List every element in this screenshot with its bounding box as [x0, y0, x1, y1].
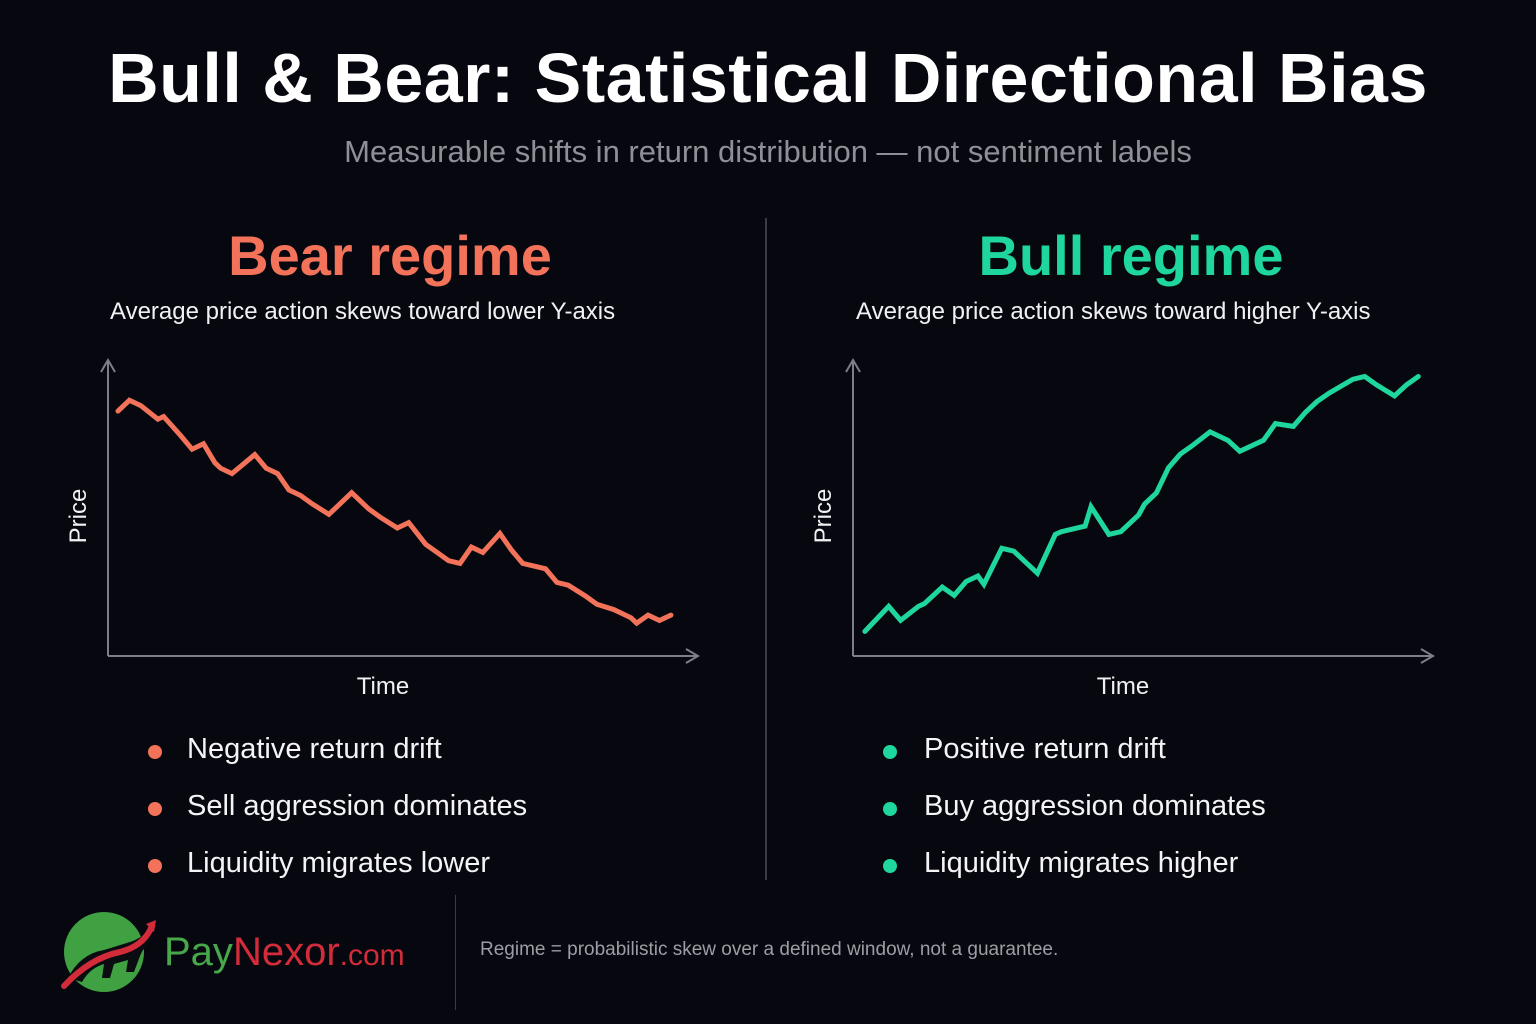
- bull-description: Average price action skews toward higher…: [856, 298, 1371, 325]
- logo-wordmark: PayNexor.com: [164, 930, 405, 974]
- bull-bullet-list: Positive return drift Buy aggression dom…: [768, 733, 1528, 904]
- y-axis-label: Price: [810, 489, 837, 544]
- bullet-dot-icon: [883, 859, 897, 873]
- paynexor-logo: [61, 912, 156, 992]
- bullet-dot-icon: [148, 745, 162, 759]
- bear-bullet-list: Negative return drift Sell aggression do…: [0, 733, 760, 904]
- bull-panel: Bull regime Average price action skews t…: [768, 215, 1528, 895]
- bear-bullet: Sell aggression dominates: [0, 790, 760, 847]
- bear-heading: Bear regime: [228, 224, 552, 287]
- bear-panel: Bear regime Average price action skews t…: [0, 215, 760, 895]
- x-axis-label: Time: [1097, 673, 1149, 700]
- y-axis-label: Price: [65, 489, 92, 544]
- bullet-dot-icon: [883, 802, 897, 816]
- arrow-head-icon: [146, 920, 156, 932]
- price-series-line: [115, 397, 674, 627]
- x-axis-arrow-icon: [1420, 648, 1435, 664]
- bear-bullet-text: Sell aggression dominates: [187, 790, 528, 822]
- y-axis-arrow-icon: [845, 358, 861, 373]
- bear-bullet-text: Negative return drift: [187, 733, 442, 765]
- bullet-dot-icon: [148, 802, 162, 816]
- page-subtitle: Measurable shifts in return distribution…: [344, 134, 1192, 169]
- bull-bullet-text: Buy aggression dominates: [924, 790, 1266, 822]
- bear-bullet: Liquidity migrates lower: [0, 847, 760, 904]
- x-axis-arrow-icon: [685, 648, 700, 664]
- trend-arrow-icon: [61, 923, 155, 989]
- bull-bullet-text: Positive return drift: [924, 733, 1166, 765]
- bear-bullet-text: Liquidity migrates lower: [187, 847, 491, 879]
- center-divider: [765, 218, 767, 880]
- bull-chart: Time Price: [810, 358, 1435, 700]
- footer-divider: [455, 895, 456, 1010]
- x-axis-label: Time: [357, 673, 409, 700]
- bull-heading: Bull regime: [978, 224, 1284, 287]
- bull-bullet: Liquidity migrates higher: [768, 847, 1528, 904]
- bull-bullet-text: Liquidity migrates higher: [924, 847, 1239, 879]
- price-series-line: [862, 373, 1421, 634]
- page-title: Bull & Bear: Statistical Directional Bia…: [108, 39, 1428, 117]
- bullet-dot-icon: [148, 859, 162, 873]
- bear-description: Average price action skews toward lower …: [110, 298, 616, 325]
- bull-bullet: Positive return drift: [768, 733, 1528, 790]
- bullet-dot-icon: [883, 745, 897, 759]
- bear-chart: Time Price: [65, 358, 700, 700]
- bull-bullet: Buy aggression dominates: [768, 790, 1528, 847]
- bear-bullet: Negative return drift: [0, 733, 760, 790]
- y-axis-arrow-icon: [100, 358, 116, 373]
- footnote: Regime = probabilistic skew over a defin…: [480, 939, 1059, 960]
